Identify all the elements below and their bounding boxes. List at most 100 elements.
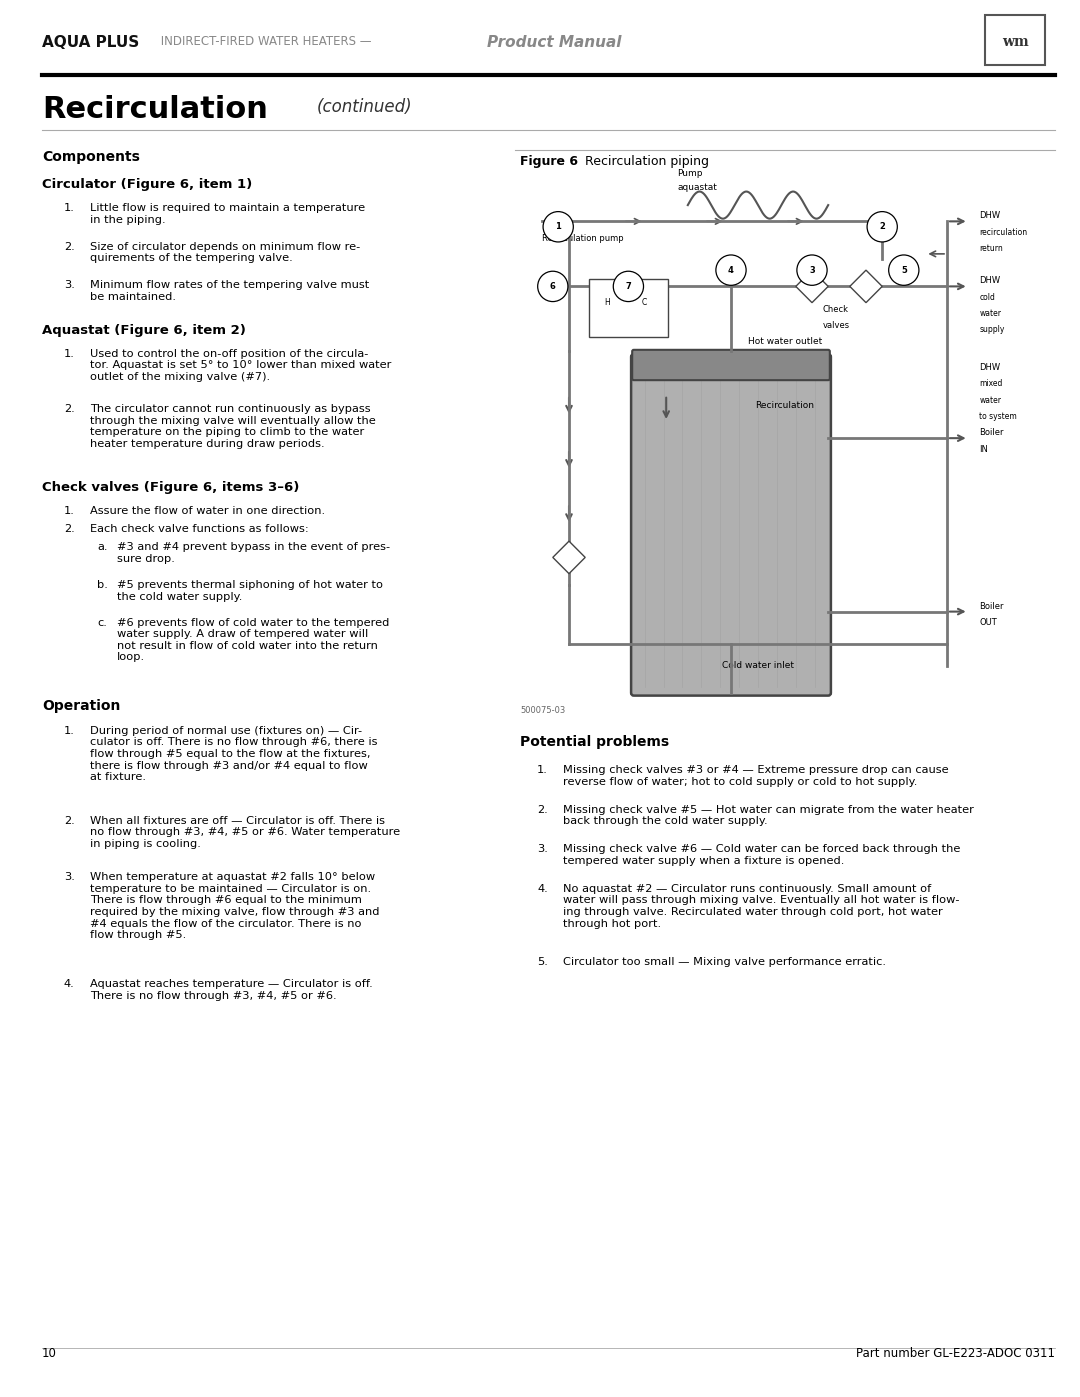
Text: 1.: 1.	[64, 506, 75, 517]
Circle shape	[867, 211, 897, 242]
Text: 2.: 2.	[537, 805, 548, 814]
FancyBboxPatch shape	[631, 355, 831, 696]
FancyBboxPatch shape	[632, 349, 829, 380]
FancyBboxPatch shape	[589, 279, 667, 337]
Polygon shape	[850, 270, 882, 303]
Text: 2.: 2.	[64, 816, 75, 826]
Text: Circulator (Figure 6, item 1): Circulator (Figure 6, item 1)	[42, 177, 253, 191]
Text: 5: 5	[901, 265, 907, 275]
Polygon shape	[553, 541, 585, 574]
Text: Figure 6: Figure 6	[519, 155, 578, 168]
Text: a.: a.	[97, 542, 108, 552]
Text: The circulator cannot run continuously as bypass
through the mixing valve will e: The circulator cannot run continuously a…	[90, 404, 376, 448]
Circle shape	[538, 271, 568, 302]
Circle shape	[716, 256, 746, 285]
FancyBboxPatch shape	[985, 15, 1045, 66]
Text: Mixing: Mixing	[591, 299, 619, 309]
Text: During period of normal use (fixtures on) — Cir-
culator is off. There is no flo: During period of normal use (fixtures on…	[90, 726, 378, 782]
Text: 6: 6	[550, 282, 556, 291]
Text: DHW: DHW	[980, 211, 1000, 221]
Text: Part number GL-E223-ADOC 0311: Part number GL-E223-ADOC 0311	[856, 1347, 1055, 1361]
Text: Missing check valve #6 — Cold water can be forced back through the
tempered wate: Missing check valve #6 — Cold water can …	[563, 844, 960, 866]
Text: water: water	[980, 309, 1001, 319]
Text: AQUA PLUS: AQUA PLUS	[42, 35, 139, 50]
Text: Recirculation piping: Recirculation piping	[585, 155, 708, 168]
Text: 3.: 3.	[537, 844, 548, 854]
Text: wm: wm	[1001, 35, 1028, 49]
Text: Boiler: Boiler	[980, 602, 1004, 610]
Text: mixed: mixed	[980, 380, 1002, 388]
Text: 1.: 1.	[537, 766, 548, 775]
Text: #3 and #4 prevent bypass in the event of pres-
sure drop.: #3 and #4 prevent bypass in the event of…	[117, 542, 390, 564]
Text: 2.: 2.	[64, 524, 75, 535]
Text: 1.: 1.	[64, 203, 75, 212]
Text: Missing check valve #5 — Hot water can migrate from the water heater
back throug: Missing check valve #5 — Hot water can m…	[563, 805, 974, 826]
Text: (continued): (continued)	[318, 98, 413, 116]
Text: When temperature at aquastat #2 falls 10° below
temperature to be maintained — C: When temperature at aquastat #2 falls 10…	[90, 872, 379, 940]
Text: H: H	[604, 298, 610, 307]
Text: OUT: OUT	[980, 617, 997, 627]
Polygon shape	[796, 270, 828, 303]
Text: Operation: Operation	[42, 698, 120, 712]
Text: Each check valve functions as follows:: Each check valve functions as follows:	[90, 524, 309, 535]
Text: Pump: Pump	[677, 169, 702, 177]
Text: 3.: 3.	[64, 281, 75, 291]
Text: Assure the flow of water in one direction.: Assure the flow of water in one directio…	[90, 506, 325, 517]
Circle shape	[797, 256, 827, 285]
Text: Check valves (Figure 6, items 3–6): Check valves (Figure 6, items 3–6)	[42, 482, 299, 495]
Text: Recirculation: Recirculation	[756, 401, 814, 411]
Text: Components: Components	[42, 149, 140, 163]
Text: 7: 7	[625, 282, 632, 291]
Text: 1.: 1.	[64, 726, 75, 736]
Text: Check: Check	[823, 305, 849, 313]
Text: aquastat: aquastat	[677, 183, 717, 191]
Text: Size of circulator depends on minimum flow re-
quirements of the tempering valve: Size of circulator depends on minimum fl…	[90, 242, 361, 263]
Text: water: water	[980, 395, 1001, 405]
Text: recirculation: recirculation	[980, 228, 1027, 236]
Text: Product Manual: Product Manual	[487, 35, 621, 50]
Text: 2: 2	[879, 222, 886, 232]
Text: Aquastat reaches temperature — Circulator is off.
There is no flow through #3, #: Aquastat reaches temperature — Circulato…	[90, 979, 373, 1000]
Text: 5.: 5.	[537, 957, 548, 967]
Text: valves: valves	[823, 321, 850, 330]
Text: INDIRECT-FIRED WATER HEATERS —: INDIRECT-FIRED WATER HEATERS —	[157, 35, 375, 47]
Text: Little flow is required to maintain a temperature
in the piping.: Little flow is required to maintain a te…	[90, 203, 365, 225]
Text: #5 prevents thermal siphoning of hot water to
the cold water supply.: #5 prevents thermal siphoning of hot wat…	[117, 580, 383, 602]
Text: When all fixtures are off — Circulator is off. There is
no flow through #3, #4, : When all fixtures are off — Circulator i…	[90, 816, 400, 849]
Text: 4: 4	[728, 265, 734, 275]
Text: cold: cold	[980, 293, 996, 302]
Text: No aquastat #2 — Circulator runs continuously. Small amount of
water will pass t: No aquastat #2 — Circulator runs continu…	[563, 884, 959, 929]
Text: 3: 3	[809, 265, 815, 275]
Circle shape	[889, 256, 919, 285]
Text: Recirculation pump: Recirculation pump	[542, 235, 623, 243]
Text: #6 prevents flow of cold water to the tempered
water supply. A draw of tempered : #6 prevents flow of cold water to the te…	[117, 617, 390, 662]
Text: 3.: 3.	[64, 872, 75, 882]
Text: c.: c.	[97, 617, 107, 627]
Text: to system: to system	[980, 412, 1017, 420]
Text: supply: supply	[980, 326, 1004, 334]
Text: 1: 1	[555, 222, 562, 232]
Text: 4.: 4.	[64, 979, 75, 989]
Text: 2.: 2.	[64, 242, 75, 251]
Text: Used to control the on-off position of the circula-
tor. Aquastat is set 5° to 1: Used to control the on-off position of t…	[90, 349, 391, 381]
Text: Recirculation: Recirculation	[42, 95, 268, 124]
Text: Aquastat (Figure 6, item 2): Aquastat (Figure 6, item 2)	[42, 324, 246, 337]
Text: Boiler: Boiler	[980, 429, 1004, 437]
Text: return: return	[980, 244, 1003, 253]
Text: C: C	[642, 298, 647, 307]
Text: Missing check valves #3 or #4 — Extreme pressure drop can cause
reverse flow of : Missing check valves #3 or #4 — Extreme …	[563, 766, 948, 787]
Text: Cold water inlet: Cold water inlet	[723, 661, 794, 671]
Text: b.: b.	[97, 580, 108, 590]
Text: 1.: 1.	[64, 349, 75, 359]
Text: valve: valve	[591, 316, 613, 324]
Circle shape	[613, 271, 644, 302]
Circle shape	[543, 211, 573, 242]
Text: IN: IN	[980, 444, 988, 454]
Text: DHW: DHW	[980, 277, 1000, 285]
Text: 10: 10	[42, 1347, 57, 1361]
Text: 2.: 2.	[64, 404, 75, 414]
Text: Minimum flow rates of the tempering valve must
be maintained.: Minimum flow rates of the tempering valv…	[90, 281, 369, 302]
Text: 500075-03: 500075-03	[521, 705, 566, 715]
Text: 4.: 4.	[537, 884, 548, 894]
Text: Circulator too small — Mixing valve performance erratic.: Circulator too small — Mixing valve perf…	[563, 957, 886, 967]
